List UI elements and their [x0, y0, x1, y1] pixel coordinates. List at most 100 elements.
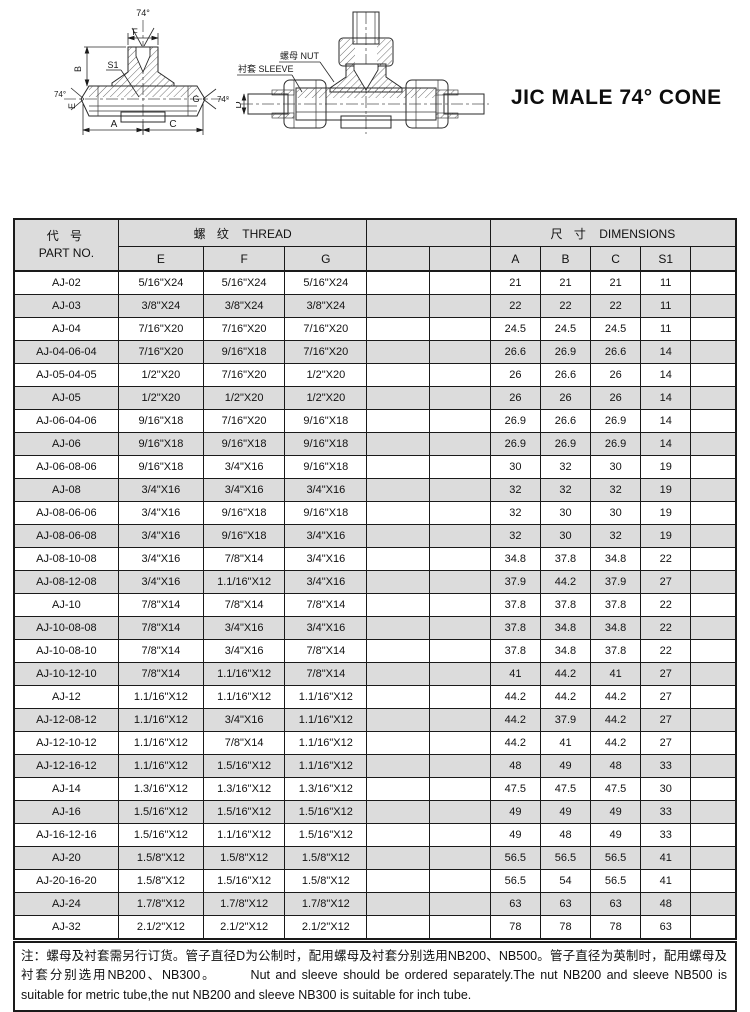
table-row: AJ-05-04-05 1/2"X20 7/16"X20 1/2"X20 26 26.6 2…: [13, 363, 737, 387]
cell-part-no: AJ-12-08-12: [13, 708, 119, 732]
header-dimensions-group: 尺 寸 DIMENSIONS: [489, 218, 737, 247]
cell-empty: [366, 478, 430, 502]
cell-dim-s1: 11: [640, 317, 692, 341]
cell-dim-s1: 19: [640, 501, 692, 525]
cell-part-no: AJ-06-08-06: [13, 455, 119, 479]
cell-thread-e: 7/8"X14: [117, 639, 205, 663]
cell-thread-f: 1.5/16"X12: [202, 754, 286, 778]
cell-thread-e: 1.5/8"X12: [117, 869, 205, 893]
cell-dim-b: 26.9: [539, 432, 592, 456]
cell-thread-g: 2.1/2"X12: [284, 915, 368, 940]
cell-empty: [366, 846, 430, 870]
cell-part-no: AJ-08-06-08: [13, 524, 119, 548]
cell-thread-f: 7/16"X20: [202, 363, 286, 387]
cell-dim-c: 49: [590, 800, 642, 824]
table-row: AJ-10 7/8"X14 7/8"X14 7/8"X14 37.8 37.8 37.8 22: [13, 593, 737, 617]
cell-dim-s1: 63: [640, 915, 692, 940]
cell-empty: [690, 846, 737, 870]
cell-thread-e: 1/2"X20: [117, 386, 205, 410]
table-row: AJ-14 1.3/16"X12 1.3/16"X12 1.3/16"X12 47.5 4…: [13, 777, 737, 801]
cell-dim-c: 37.8: [590, 639, 642, 663]
cell-thread-f: 1.3/16"X12: [202, 777, 286, 801]
table-row: AJ-20 1.5/8"X12 1.5/8"X12 1.5/8"X12 56.5 56.5…: [13, 846, 737, 870]
cell-thread-g: 7/8"X14: [284, 639, 368, 663]
cell-part-no: AJ-04-06-04: [13, 340, 119, 364]
cell-empty: [428, 340, 491, 364]
cell-dim-a: 78: [489, 915, 541, 940]
cell-dim-s1: 19: [640, 478, 692, 502]
cell-dim-b: 56.5: [539, 846, 592, 870]
cell-dim-s1: 22: [640, 593, 692, 617]
cell-thread-g: 9/16"X18: [284, 455, 368, 479]
cell-empty: [366, 409, 430, 433]
cell-thread-g: 3/4"X16: [284, 478, 368, 502]
cell-dim-s1: 33: [640, 823, 692, 847]
cell-thread-g: 1.5/8"X12: [284, 869, 368, 893]
cell-thread-g: 1/2"X20: [284, 386, 368, 410]
cell-dim-s1: 33: [640, 754, 692, 778]
cell-dim-a: 48: [489, 754, 541, 778]
cell-dim-s1: 14: [640, 386, 692, 410]
cell-dim-b: 37.9: [539, 708, 592, 732]
cell-thread-f: 1.5/16"X12: [202, 800, 286, 824]
cell-dim-b: 21: [539, 270, 592, 295]
cell-dim-c: 34.8: [590, 616, 642, 640]
cell-thread-e: 2.1/2"X12: [117, 915, 205, 940]
cell-part-no: AJ-10: [13, 593, 119, 617]
cell-part-no: AJ-08: [13, 478, 119, 502]
dim-label-e: E: [67, 103, 77, 109]
cell-part-no: AJ-12: [13, 685, 119, 709]
cell-dim-a: 22: [489, 294, 541, 318]
cell-part-no: AJ-12-10-12: [13, 731, 119, 755]
nut-label: 螺母 NUT: [280, 51, 319, 61]
cell-dim-a: 26.9: [489, 409, 541, 433]
cell-empty: [690, 524, 737, 548]
cell-empty: [428, 915, 491, 940]
cell-empty: [428, 270, 491, 295]
cell-thread-f: 1.1/16"X12: [202, 823, 286, 847]
cell-dim-a: 37.9: [489, 570, 541, 594]
table-row: AJ-08-06-06 3/4"X16 9/16"X18 9/16"X18 32 30 30…: [13, 501, 737, 525]
cell-dim-c: 34.8: [590, 547, 642, 571]
cell-thread-f: 7/16"X20: [202, 317, 286, 341]
cell-thread-f: 3/4"X16: [202, 478, 286, 502]
header-thread-group: 螺 纹 THREAD: [117, 218, 368, 247]
cell-thread-e: 3/4"X16: [117, 547, 205, 571]
cell-dim-a: 30: [489, 455, 541, 479]
cell-thread-g: 1/2"X20: [284, 363, 368, 387]
cell-dim-s1: 33: [640, 800, 692, 824]
table-row: AJ-08-10-08 3/4"X16 7/8"X14 3/4"X16 34.8 37.8…: [13, 547, 737, 571]
table-row: AJ-02 5/16"X24 5/16"X24 5/16"X24 21 21 21 11: [13, 270, 737, 295]
cell-dim-c: 56.5: [590, 846, 642, 870]
cell-empty: [428, 639, 491, 663]
cell-thread-g: 7/8"X14: [284, 662, 368, 686]
cell-dim-c: 30: [590, 455, 642, 479]
cell-empty: [366, 593, 430, 617]
cell-thread-e: 1.1/16"X12: [117, 754, 205, 778]
cell-empty: [366, 823, 430, 847]
cell-empty: [366, 294, 430, 318]
cell-part-no: AJ-14: [13, 777, 119, 801]
cell-dim-c: 26.9: [590, 432, 642, 456]
cell-dim-c: 26: [590, 363, 642, 387]
cell-thread-g: 3/4"X16: [284, 570, 368, 594]
cell-empty: [690, 708, 737, 732]
cell-thread-g: 3/4"X16: [284, 524, 368, 548]
header-col-f: F: [202, 246, 286, 272]
cell-dim-c: 26: [590, 386, 642, 410]
cell-empty: [690, 478, 737, 502]
header-dimensions-en: DIMENSIONS: [599, 226, 676, 241]
table-row: AJ-12-16-12 1.1/16"X12 1.5/16"X12 1.1/16"X1…: [13, 754, 737, 778]
table-row: AJ-06-08-06 9/16"X18 3/4"X16 9/16"X18 30 32 30…: [13, 455, 737, 479]
cell-dim-a: 32: [489, 478, 541, 502]
header-col-e: E: [117, 246, 205, 272]
cell-part-no: AJ-16-12-16: [13, 823, 119, 847]
dim-label-angle-right: 74°: [217, 95, 229, 104]
cell-empty: [690, 363, 737, 387]
cell-thread-f: 1/2"X20: [202, 386, 286, 410]
table-row: AJ-08-06-08 3/4"X16 9/16"X18 3/4"X16 32 30 32 1…: [13, 524, 737, 548]
cell-thread-f: 9/16"X18: [202, 501, 286, 525]
cell-thread-e: 3/4"X16: [117, 570, 205, 594]
cell-part-no: AJ-04: [13, 317, 119, 341]
dim-label-f: F: [132, 27, 138, 37]
